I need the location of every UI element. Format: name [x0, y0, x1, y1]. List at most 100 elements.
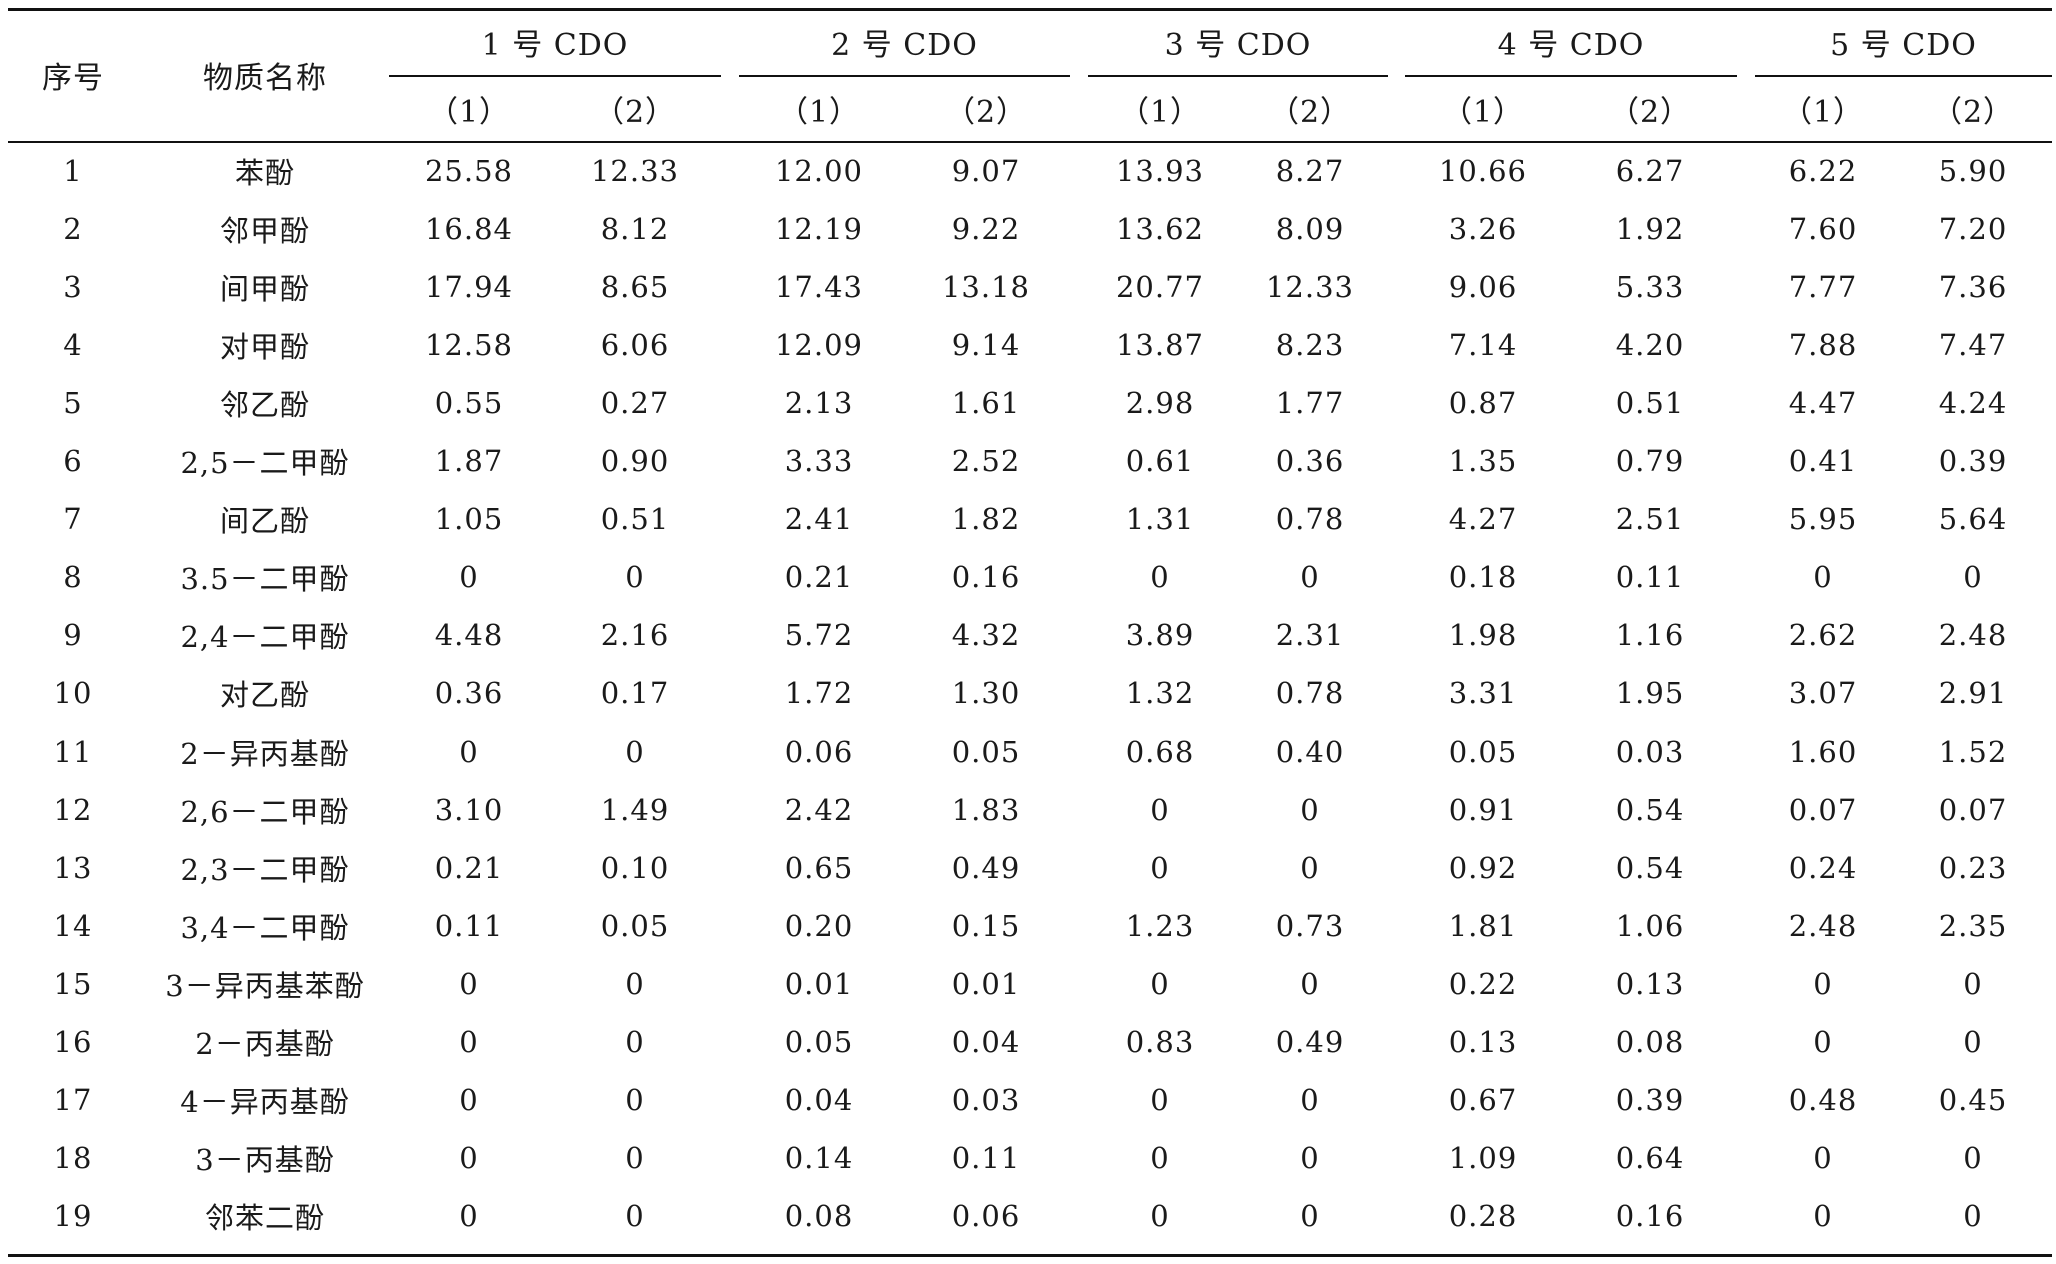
value-cell: 0.18	[1448, 560, 1518, 595]
value-cell: 1.61	[951, 386, 1021, 421]
value-cell: 0.11	[1615, 560, 1685, 595]
value-cell: 0	[625, 1140, 645, 1175]
value-cell: 0.22	[1448, 966, 1518, 1001]
header-group-1: 1 号 CDO	[481, 28, 629, 63]
value-cell: 8.12	[600, 212, 670, 247]
value-cell: 0.79	[1615, 444, 1685, 479]
substance-name: 对乙酚	[219, 678, 310, 713]
value-cell: 5.90	[1938, 154, 2008, 189]
group-rule-3	[1088, 75, 1388, 77]
row-no: 19	[53, 1198, 93, 1233]
value-cell: 1.77	[1275, 386, 1345, 421]
value-cell: 5.33	[1615, 270, 1685, 305]
value-cell: 0	[1300, 850, 1320, 885]
value-cell: 0	[1300, 1198, 1320, 1233]
substance-name: 3.5－二甲酚	[180, 562, 350, 597]
value-cell: 3.07	[1788, 676, 1858, 711]
value-cell: 1.30	[951, 676, 1021, 711]
substance-name: 3,4－二甲酚	[180, 910, 350, 945]
value-cell: 0	[1963, 1140, 1983, 1175]
value-cell: 1.31	[1125, 502, 1195, 537]
value-cell: 3.26	[1448, 212, 1518, 247]
value-cell: 16.84	[424, 212, 514, 247]
value-cell: 0	[1813, 1198, 1833, 1233]
value-cell: 1.23	[1125, 908, 1195, 943]
header-sub-label: （1）	[1441, 95, 1525, 130]
value-cell: 0	[625, 1082, 645, 1117]
value-cell: 0.78	[1275, 502, 1345, 537]
value-cell: 2.51	[1615, 502, 1685, 537]
value-cell: 0	[1963, 966, 1983, 1001]
value-cell: 6.06	[600, 328, 670, 363]
value-cell: 0.67	[1448, 1082, 1518, 1117]
row-no: 6	[63, 444, 83, 479]
value-cell: 0	[1150, 560, 1170, 595]
substance-name: 4－异丙基酚	[180, 1084, 350, 1119]
value-cell: 0.27	[600, 386, 670, 421]
header-no: 序号	[42, 61, 104, 96]
value-cell: 0.03	[1615, 734, 1685, 769]
value-cell: 0	[1150, 1082, 1170, 1117]
header-group-5: 5 号 CDO	[1830, 28, 1977, 63]
value-cell: 0.13	[1448, 1024, 1518, 1059]
value-cell: 7.20	[1938, 212, 2008, 247]
header-sub-label: （2）	[1931, 95, 2015, 130]
substance-name: 2,5－二甲酚	[180, 446, 350, 481]
substance-name: 2－丙基酚	[195, 1026, 335, 1061]
value-cell: 0.39	[1938, 444, 2008, 479]
value-cell: 0.21	[434, 850, 504, 885]
substance-name: 2,6－二甲酚	[180, 794, 350, 829]
value-cell: 0.07	[1938, 792, 2008, 827]
substance-name: 2－异丙基酚	[180, 736, 350, 771]
value-cell: 0	[459, 734, 479, 769]
value-cell: 0.17	[600, 676, 670, 711]
value-cell: 2.91	[1938, 676, 2008, 711]
value-cell: 0.21	[784, 560, 854, 595]
value-cell: 0.49	[1275, 1024, 1345, 1059]
value-cell: 1.60	[1788, 734, 1858, 769]
value-cell: 2.48	[1938, 618, 2008, 653]
value-cell: 0.04	[784, 1082, 854, 1117]
substance-name: 苯酚	[234, 156, 295, 191]
value-cell: 25.58	[424, 154, 514, 189]
row-no: 14	[53, 908, 93, 943]
row-no: 16	[53, 1024, 93, 1059]
value-cell: 0	[459, 1024, 479, 1059]
row-no: 12	[53, 792, 93, 827]
value-cell: 0.41	[1788, 444, 1858, 479]
table-header-rule	[8, 141, 2052, 143]
row-no: 3	[63, 270, 83, 305]
substance-name: 邻乙酚	[219, 388, 310, 423]
header-group-3: 3 号 CDO	[1164, 28, 1312, 63]
value-cell: 1.32	[1125, 676, 1195, 711]
value-cell: 0.11	[951, 1140, 1021, 1175]
value-cell: 0	[1300, 1140, 1320, 1175]
value-cell: 0.10	[600, 850, 670, 885]
value-cell: 0	[625, 1198, 645, 1233]
value-cell: 13.87	[1115, 328, 1205, 363]
value-cell: 5.72	[784, 618, 854, 653]
header-sub-label: （1）	[1118, 95, 1202, 130]
value-cell: 0.48	[1788, 1082, 1858, 1117]
value-cell: 2.48	[1788, 908, 1858, 943]
value-cell: 3.33	[784, 444, 854, 479]
value-cell: 0	[459, 966, 479, 1001]
row-no: 15	[53, 966, 93, 1001]
value-cell: 0.51	[600, 502, 670, 537]
value-cell: 0.92	[1448, 850, 1518, 885]
value-cell: 0	[1963, 1198, 1983, 1233]
header-group-2: 2 号 CDO	[831, 28, 978, 63]
value-cell: 4.48	[434, 618, 504, 653]
value-cell: 0.54	[1615, 850, 1685, 885]
value-cell: 0.83	[1125, 1024, 1195, 1059]
value-cell: 12.19	[774, 212, 864, 247]
value-cell: 4.20	[1615, 328, 1685, 363]
value-cell: 0	[1963, 560, 1983, 595]
value-cell: 0.11	[434, 908, 504, 943]
value-cell: 1.49	[600, 792, 670, 827]
value-cell: 0.23	[1938, 850, 2008, 885]
value-cell: 0.28	[1448, 1198, 1518, 1233]
value-cell: 0.87	[1448, 386, 1518, 421]
substance-name: 间甲酚	[219, 272, 310, 307]
value-cell: 0	[1150, 1140, 1170, 1175]
